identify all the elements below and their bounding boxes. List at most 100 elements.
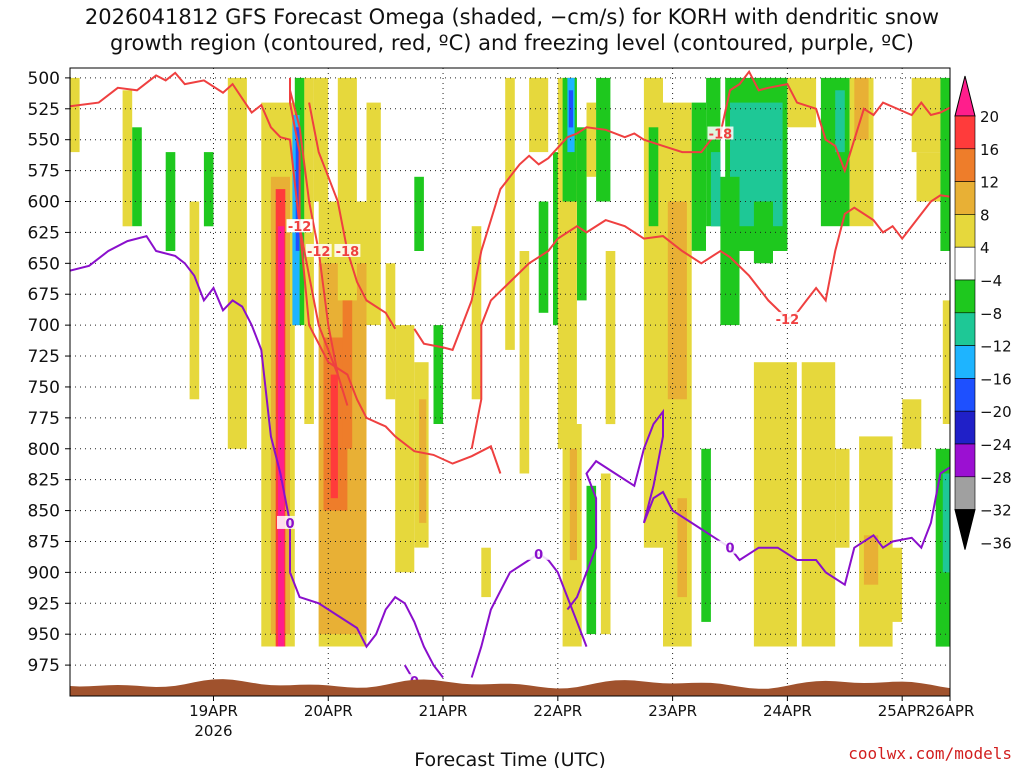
dgz-contour-label-bg — [334, 243, 361, 257]
colorbar-label: 16 — [980, 141, 999, 159]
y-axis: 500 525 550 575 600 625 650 675 700 725 750 775 800 8… — [28, 69, 70, 676]
omega-cell — [569, 448, 577, 561]
omega-cell — [278, 226, 285, 647]
freezing-contour-label-bg — [717, 540, 743, 554]
colorbar-label: −20 — [980, 403, 1012, 421]
omega-cell — [203, 152, 214, 227]
freezing-contour-label-bg — [525, 546, 552, 560]
dgz-contour-label-bg — [305, 243, 332, 257]
colorbar-swatch — [954, 181, 976, 215]
omega-cell — [854, 77, 869, 140]
x-axis-label: Forecast Time (UTC) — [414, 749, 605, 768]
dgz-contour-label-bg — [286, 219, 313, 233]
y-tick-label: 825 — [28, 471, 60, 491]
omega-cell — [132, 127, 142, 227]
omega-cell — [648, 127, 659, 227]
omega-cell — [902, 399, 922, 449]
omega-cell — [529, 77, 549, 153]
omega-cell — [787, 77, 817, 128]
y-tick-label: 950 — [28, 625, 60, 645]
colorbar-label: 20 — [980, 108, 999, 126]
freezing-contour-label-bg — [277, 515, 303, 529]
colorbar-swatch — [954, 378, 976, 412]
omega-cell — [395, 325, 415, 573]
omega-cell — [471, 226, 482, 400]
dgz-contour-label-bg — [707, 126, 734, 140]
colorbar-swatch — [954, 443, 976, 478]
colorbar-bottom-arrow — [954, 509, 976, 550]
omega-cell — [538, 201, 549, 313]
omega-cell — [667, 201, 687, 400]
omega-cell — [753, 362, 797, 647]
omega-cell — [577, 127, 587, 301]
omega-shading — [70, 77, 950, 647]
dgz-contour-label: -12 — [288, 220, 312, 235]
omega-cell — [330, 374, 338, 499]
colorbar: 20 16 12 8 4 −4 −8 −12 −16 −20 −24 −28 −32 −36 — [954, 75, 1012, 552]
y-tick-label: 900 — [28, 563, 60, 583]
omega-cell — [835, 90, 845, 153]
x-tick-label: 25APR — [878, 702, 927, 720]
omega-cell — [519, 251, 530, 474]
omega-cell — [481, 547, 491, 598]
source-credit: coolwx.com/models — [848, 744, 1012, 763]
omega-cell — [710, 152, 721, 227]
x-tick-label: 23APR — [648, 702, 697, 720]
colorbar-swatch — [954, 148, 976, 182]
omega-cell — [596, 77, 611, 202]
omega-cell — [313, 77, 329, 202]
y-tick-label: 575 — [28, 162, 60, 182]
omega-cell — [887, 547, 903, 622]
colorbar-top-arrow — [954, 75, 976, 117]
omega-cell — [677, 498, 687, 598]
colorbar-swatch — [954, 115, 976, 150]
colorbar-swatch — [954, 279, 976, 314]
colorbar-label: −8 — [980, 305, 1002, 323]
omega-cell — [366, 102, 381, 326]
omega-cell — [801, 362, 836, 647]
omega-cell — [942, 473, 950, 573]
y-tick-label: 925 — [28, 594, 60, 614]
dgz-contour-label: -12 — [307, 245, 331, 260]
colorbar-swatch — [954, 345, 976, 379]
y-tick-label: 550 — [28, 131, 60, 151]
x-axis: 19APR 2026 20APR 21APR 22APR 23APR 24APR 25APR2… — [189, 696, 974, 740]
x-tick-label: 26APR — [926, 702, 975, 720]
y-tick-label: 525 — [28, 100, 60, 120]
colorbar-swatch — [954, 214, 976, 248]
freezing-contour-label: 0 — [285, 517, 294, 532]
y-tick-label: 750 — [28, 378, 60, 398]
y-tick-label: 875 — [28, 532, 60, 552]
terrain-ground — [70, 679, 950, 696]
colorbar-label: −36 — [980, 534, 1012, 552]
omega-cell — [414, 176, 424, 251]
omega-cell — [600, 473, 611, 635]
omega-cell — [605, 251, 616, 425]
colorbar-swatch — [954, 312, 976, 346]
y-tick-label: 700 — [28, 316, 60, 336]
ground-terrain — [70, 679, 950, 696]
freezing-contour — [566, 408, 950, 611]
colorbar-label: −4 — [980, 272, 1002, 290]
omega-cell — [337, 77, 357, 301]
colorbar-label: −32 — [980, 502, 1012, 520]
omega-cell — [753, 201, 773, 264]
colorbar-label: 12 — [980, 174, 999, 192]
omega-cell — [835, 448, 850, 548]
omega-cell — [701, 448, 711, 622]
colorbar-label: −28 — [980, 469, 1012, 487]
dgz-contour-label: -12 — [776, 313, 800, 328]
y-tick-label: 800 — [28, 440, 60, 460]
omega-cell — [189, 201, 200, 400]
omega-cell — [227, 77, 247, 449]
y-tick-label: 975 — [28, 656, 60, 676]
colorbar-swatch — [954, 410, 976, 445]
x-tick-label: 21APR — [419, 702, 468, 720]
omega-cell — [385, 263, 396, 400]
colorbar-label: 8 — [980, 206, 990, 224]
y-tick-label: 775 — [28, 409, 60, 429]
freezing-contour — [70, 234, 444, 679]
omega-cell — [433, 325, 444, 424]
y-tick-label: 500 — [28, 69, 60, 89]
